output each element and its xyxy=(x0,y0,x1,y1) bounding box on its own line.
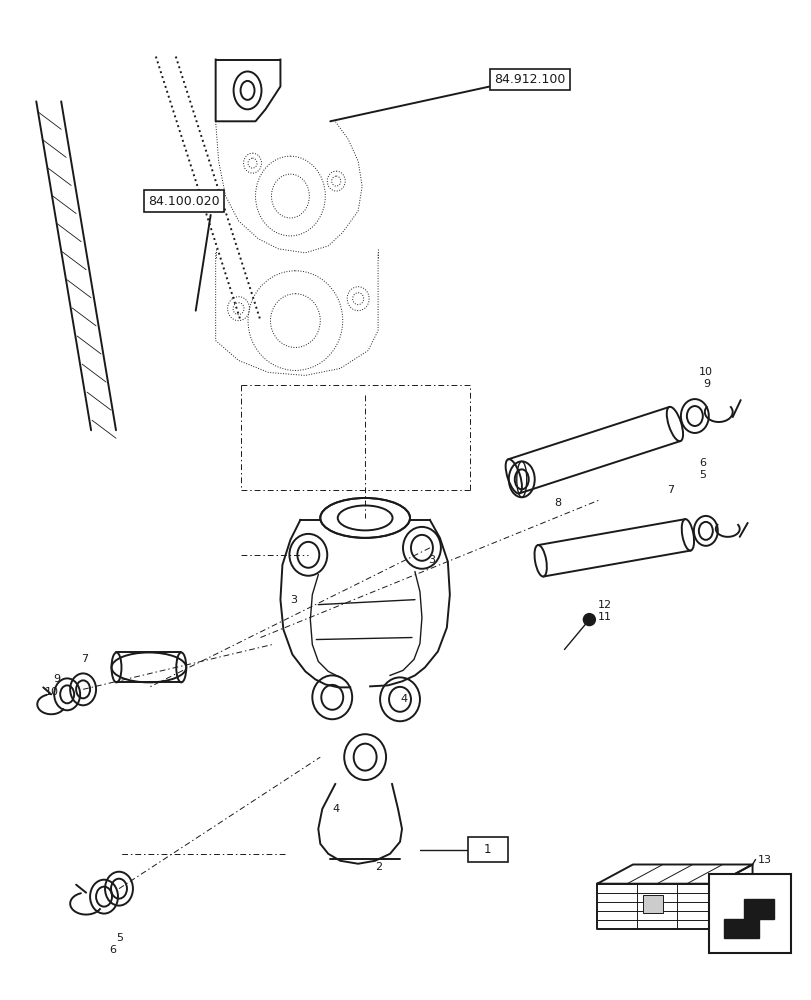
Text: 9: 9 xyxy=(54,674,60,684)
FancyBboxPatch shape xyxy=(642,895,662,913)
Text: 11: 11 xyxy=(597,612,611,622)
Circle shape xyxy=(582,614,594,626)
Text: 9: 9 xyxy=(702,379,710,389)
Text: 5: 5 xyxy=(116,933,122,943)
Polygon shape xyxy=(723,899,773,938)
Text: 13: 13 xyxy=(757,855,770,865)
Text: 8: 8 xyxy=(554,498,561,508)
Ellipse shape xyxy=(320,498,410,538)
Text: 6: 6 xyxy=(109,945,116,955)
Text: 2: 2 xyxy=(375,862,382,872)
Text: 12: 12 xyxy=(597,600,611,610)
Text: 84.912.100: 84.912.100 xyxy=(493,73,564,86)
FancyBboxPatch shape xyxy=(467,837,507,862)
Text: 1: 1 xyxy=(483,843,491,856)
Text: 3: 3 xyxy=(290,595,297,605)
Text: 3: 3 xyxy=(427,555,435,565)
FancyBboxPatch shape xyxy=(708,874,790,953)
Text: 6: 6 xyxy=(698,458,705,468)
Text: 10: 10 xyxy=(45,687,59,697)
Text: 4: 4 xyxy=(400,694,406,704)
Text: 84.100.020: 84.100.020 xyxy=(148,195,219,208)
Text: 7: 7 xyxy=(81,654,88,664)
Text: 7: 7 xyxy=(667,485,673,495)
Text: 5: 5 xyxy=(698,470,705,480)
Text: 10: 10 xyxy=(698,367,712,377)
Text: 4: 4 xyxy=(332,804,339,814)
